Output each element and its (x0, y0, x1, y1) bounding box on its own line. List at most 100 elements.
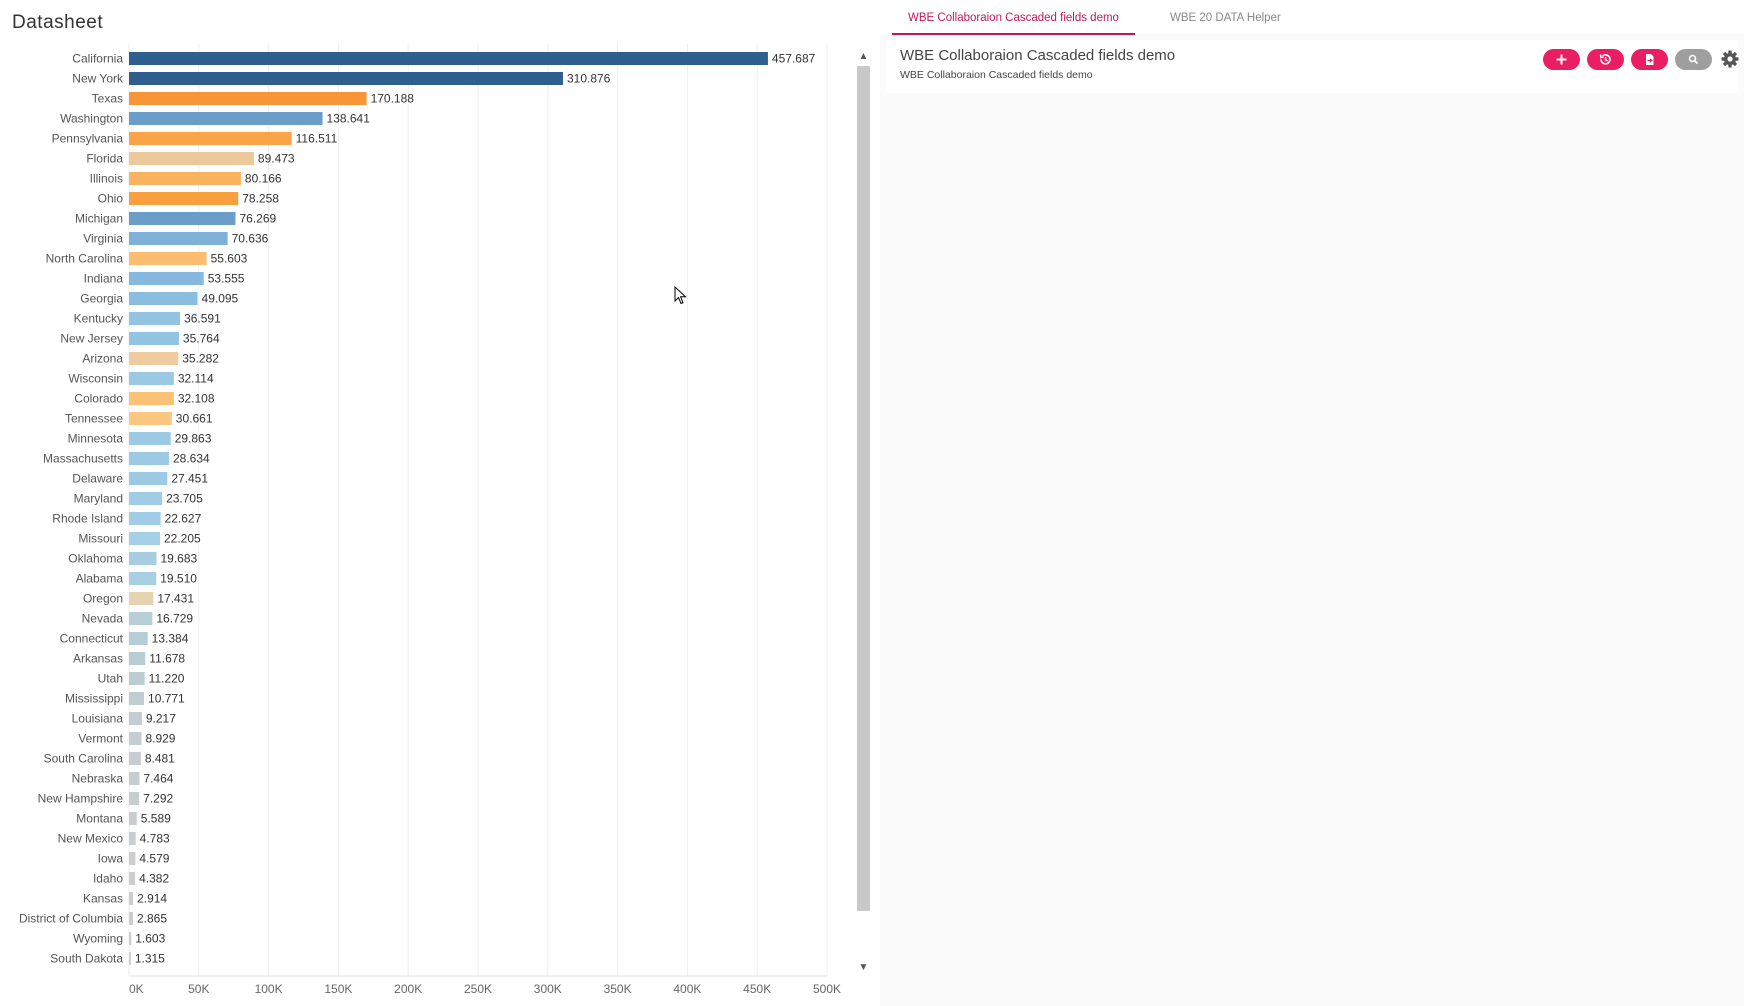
value-label: 22.627 (165, 512, 202, 526)
value-label: 23.705 (166, 492, 203, 506)
value-label: 4.382 (139, 872, 169, 886)
category-label: Delaware (72, 472, 123, 486)
category-label: Georgia (80, 292, 123, 306)
tab-cascaded-fields-demo[interactable]: WBE Collaboraion Cascaded fields demo (892, 12, 1135, 35)
category-label: Oklahoma (68, 552, 123, 566)
bar (129, 332, 179, 345)
bar (129, 872, 136, 885)
bar (129, 832, 136, 845)
x-tick-label: 400K (673, 982, 701, 996)
value-label: 9.217 (146, 712, 176, 726)
category-label: Tennessee (65, 412, 123, 426)
category-label: Ohio (98, 192, 124, 206)
value-label: 4.783 (140, 832, 170, 846)
bar (129, 432, 171, 445)
bar (129, 652, 146, 665)
category-label: Connecticut (60, 632, 124, 646)
search-icon (1688, 54, 1699, 65)
category-label: California (72, 52, 123, 66)
bar (129, 352, 179, 365)
bar (129, 372, 174, 385)
x-tick-label: 150K (324, 982, 352, 996)
value-label: 70.636 (232, 232, 269, 246)
value-label: 55.603 (211, 252, 248, 266)
x-tick-label: 200K (394, 982, 422, 996)
chart-scrollbar[interactable]: ▲ ▼ (856, 50, 871, 975)
category-label: Nebraska (72, 772, 124, 786)
value-label: 28.634 (173, 452, 210, 466)
value-label: 4.579 (139, 852, 169, 866)
bar (129, 732, 142, 745)
export-button[interactable] (1631, 49, 1668, 70)
value-label: 310.876 (567, 72, 611, 86)
value-label: 76.269 (239, 212, 276, 226)
value-label: 80.166 (245, 172, 282, 186)
category-label: Missouri (78, 532, 123, 546)
category-label: Oregon (83, 592, 123, 606)
scroll-down-icon[interactable]: ▼ (858, 962, 869, 973)
value-label: 11.220 (149, 672, 185, 686)
category-label: Indiana (84, 272, 124, 286)
bar (129, 252, 207, 265)
x-tick-label: 50K (188, 982, 209, 996)
category-label: Minnesota (68, 432, 124, 446)
value-label: 49.095 (202, 292, 239, 306)
bar (129, 72, 563, 85)
tab-bar: WBE Collaboraion Cascaded fields demo WB… (880, 0, 1744, 35)
value-label: 89.473 (258, 152, 295, 166)
gear-icon[interactable] (1720, 49, 1740, 69)
bar (129, 132, 292, 145)
tab-data-helper[interactable]: WBE 20 DATA Helper (1170, 12, 1281, 24)
value-label: 30.661 (176, 412, 213, 426)
x-tick-label: 250K (464, 982, 492, 996)
value-label: 53.555 (208, 272, 245, 286)
search-button[interactable] (1675, 49, 1712, 70)
bar (129, 92, 367, 105)
category-label: Idaho (93, 872, 123, 886)
value-label: 5.589 (141, 812, 171, 826)
category-label: Arkansas (73, 652, 123, 666)
bar (129, 632, 148, 645)
value-label: 17.431 (157, 592, 194, 606)
value-label: 10.771 (148, 692, 185, 706)
bar (129, 592, 154, 605)
bar (129, 172, 241, 185)
bar (129, 292, 198, 305)
category-label: Arizona (82, 352, 123, 366)
category-label: Texas (92, 92, 123, 106)
add-button[interactable] (1543, 49, 1580, 70)
scroll-thumb[interactable] (857, 66, 870, 911)
category-label: Maryland (74, 492, 123, 506)
category-label: Nevada (82, 612, 124, 626)
scroll-up-icon[interactable]: ▲ (858, 51, 869, 62)
category-label: Michigan (75, 212, 123, 226)
category-label: Illinois (90, 172, 123, 186)
category-label: Wisconsin (68, 372, 123, 386)
value-label: 8.481 (145, 752, 175, 766)
bar (129, 752, 141, 765)
category-label: Virginia (83, 232, 123, 246)
history-icon (1599, 54, 1611, 65)
value-label: 2.865 (137, 912, 167, 926)
export-icon (1646, 54, 1654, 65)
category-label: South Carolina (44, 752, 124, 766)
category-label: New York (72, 72, 124, 86)
x-tick-label: 500K (813, 982, 841, 996)
history-button[interactable] (1587, 49, 1624, 70)
form-subtitle: WBE Collaboraion Cascaded fields demo (900, 69, 1093, 81)
bar (129, 272, 204, 285)
value-label: 457.687 (772, 52, 816, 66)
category-label: Florida (86, 152, 123, 166)
bar (129, 532, 160, 545)
bar (129, 452, 169, 465)
value-label: 7.292 (143, 792, 173, 806)
category-label: Washington (60, 112, 123, 126)
value-label: 8.929 (145, 732, 175, 746)
value-label: 170.188 (371, 92, 415, 106)
value-label: 32.114 (178, 372, 214, 386)
x-tick-label: 350K (604, 982, 632, 996)
value-label: 13.384 (152, 632, 189, 646)
value-label: 7.464 (143, 772, 173, 786)
category-label: Wyoming (73, 932, 123, 946)
bar (129, 612, 153, 625)
